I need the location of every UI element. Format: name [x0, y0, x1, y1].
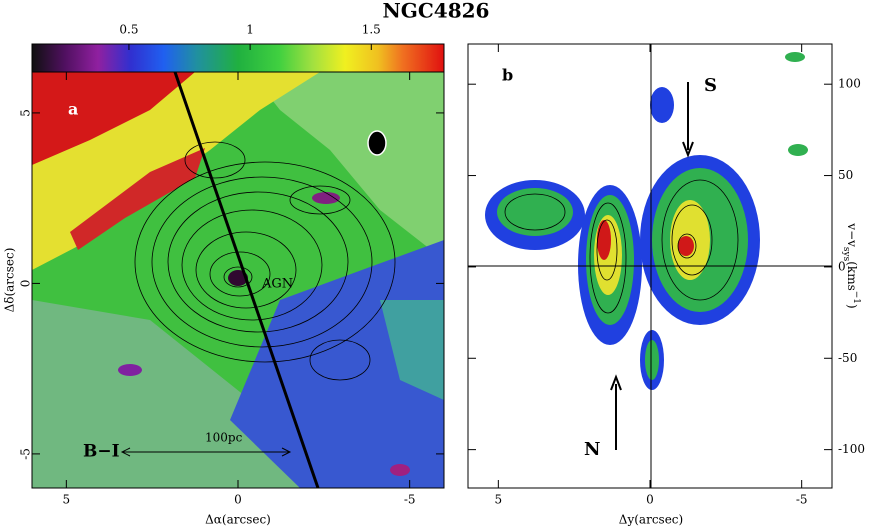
label-part: −1 — [852, 291, 862, 304]
annotation: AGN — [261, 277, 293, 292]
colorbar-tick-label: 1.5 — [362, 23, 381, 37]
colorbar-tick-label: 0.5 — [119, 23, 138, 37]
y-tick-label: -5 — [19, 448, 33, 460]
annotation: B−I — [83, 442, 120, 462]
panel-label: a — [68, 100, 78, 119]
panel-label: b — [502, 66, 513, 85]
y-tick-label: 5 — [19, 109, 33, 117]
x-axis-label: Δy(arcsec) — [619, 513, 683, 527]
figure-title: NGC4826 — [383, 0, 490, 23]
label-part: (kms — [846, 261, 860, 291]
y-tick-label: 50 — [838, 168, 853, 182]
y-axis-label: v−vsys(kms−1) — [842, 222, 862, 308]
annotation: 100pc — [205, 431, 243, 445]
y-tick-label: -100 — [838, 442, 865, 456]
colorbar — [31, 43, 445, 73]
x-tick-label: 5 — [495, 493, 503, 507]
y-tick-label: 0 — [19, 280, 33, 288]
annotation: N — [584, 439, 600, 460]
x-axis-label: Δα(arcsec) — [205, 513, 271, 527]
y-axis-label: Δδ(arcsec) — [3, 248, 17, 313]
label-part: v−v — [846, 222, 860, 247]
x-tick-label: 0 — [646, 493, 654, 507]
annotation: S — [704, 75, 717, 96]
y-tick-label: 100 — [838, 77, 861, 91]
label-part: ) — [846, 304, 860, 309]
label-part: sys — [842, 247, 852, 262]
panel-a-image — [32, 72, 444, 488]
y-tick-label: 0 — [838, 259, 846, 273]
panel-b-image — [468, 44, 832, 488]
colorbar-tick-label: 1 — [246, 23, 254, 37]
x-tick-label: -5 — [404, 493, 416, 507]
x-tick-label: -5 — [796, 493, 808, 507]
x-tick-label: 5 — [63, 493, 71, 507]
x-tick-label: 0 — [234, 493, 242, 507]
y-tick-label: -50 — [838, 351, 857, 365]
